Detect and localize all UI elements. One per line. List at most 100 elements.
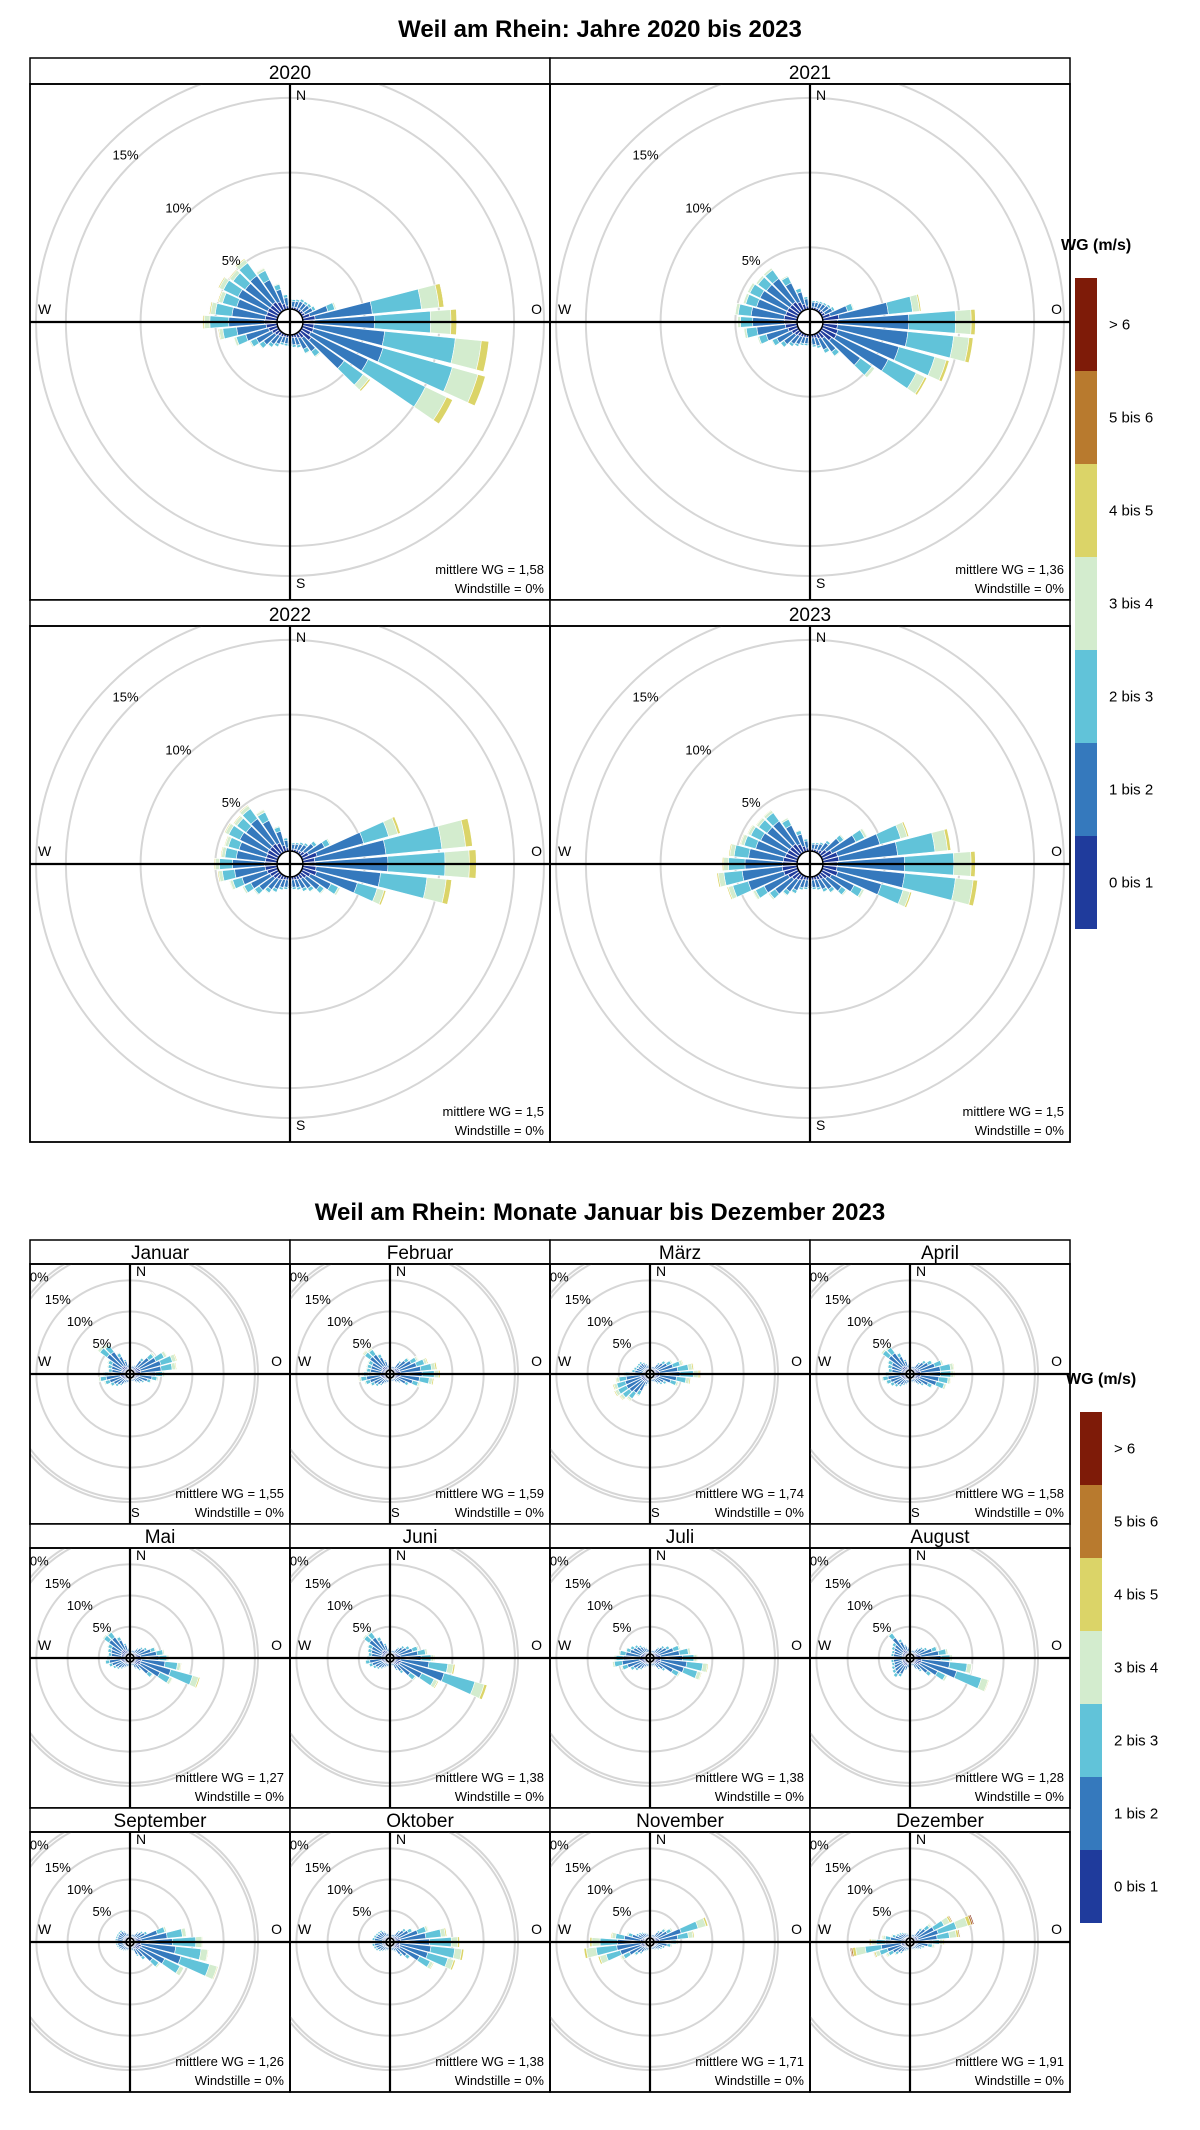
direction-sector	[131, 1944, 140, 1958]
sector-segment	[638, 1668, 642, 1671]
direction-sector	[232, 814, 282, 857]
direction-label-north: N	[296, 87, 306, 103]
direction-label-west: W	[298, 1637, 312, 1653]
direction-sector	[393, 1644, 420, 1658]
sector-segment	[943, 828, 952, 851]
sector-segment	[919, 1669, 923, 1673]
sector-segment	[435, 1361, 438, 1370]
ring-label: 15%	[113, 148, 139, 163]
sector-segment	[728, 843, 733, 857]
direction-sector	[393, 1942, 465, 1961]
sector-segment	[163, 1350, 168, 1357]
calm-share-label: Windstille = 0%	[715, 2073, 805, 2088]
direction-sector	[898, 1376, 909, 1388]
sector-segment	[644, 1362, 648, 1364]
direction-sector	[392, 1943, 435, 1970]
direction-sector	[821, 325, 950, 383]
sector-segment	[917, 1383, 921, 1386]
direction-sector	[653, 1658, 709, 1673]
direction-sector	[131, 1376, 139, 1384]
sector-segment	[303, 889, 309, 893]
sector-segment	[369, 1383, 372, 1388]
direction-sector	[252, 871, 282, 896]
ring-label: 15%	[825, 1292, 851, 1307]
sector-segment	[661, 1947, 664, 1951]
direction-sector	[913, 1914, 975, 1942]
direction-sector	[790, 874, 805, 895]
sector-segment	[101, 1633, 107, 1639]
direction-sector	[611, 1374, 647, 1391]
direction-label-north: N	[916, 1547, 926, 1563]
direction-sector	[820, 327, 928, 396]
direction-sector	[290, 298, 297, 310]
mean-wind-speed-label: mittlere WG = 1,26	[175, 2054, 284, 2069]
direction-sector	[734, 302, 798, 322]
calm-share-label: Windstille = 0%	[975, 1505, 1065, 1520]
sector-segment	[739, 833, 745, 846]
sector-segment	[884, 1344, 891, 1350]
direction-sector	[131, 1356, 145, 1372]
sector-segment	[629, 1667, 632, 1672]
legend-swatch	[1075, 650, 1097, 743]
direction-sector	[913, 1928, 961, 1942]
direction-sector	[361, 1349, 388, 1373]
sector-segment	[232, 337, 237, 347]
sector-segment	[125, 1931, 128, 1934]
direction-sector	[890, 1658, 907, 1667]
direction-sector	[849, 1942, 907, 1958]
direction-label-north: N	[396, 1263, 406, 1279]
sector-segment	[106, 1642, 110, 1648]
direction-label-west: W	[818, 1921, 832, 1937]
sector-segment	[834, 351, 841, 358]
sector-segment	[374, 1384, 377, 1389]
panel-title: August	[910, 1527, 970, 1548]
direction-label-west: W	[818, 1353, 832, 1369]
direction-sector	[115, 1659, 128, 1671]
panel-title: Oktober	[386, 1811, 454, 1832]
sector-segment	[851, 302, 855, 311]
ring-label: 10%	[685, 200, 711, 215]
direction-sector	[106, 1630, 129, 1656]
sector-segment	[241, 886, 247, 895]
direction-sector	[803, 837, 810, 852]
sector-segment	[376, 1352, 381, 1355]
direction-sector	[301, 325, 486, 407]
sector-segment	[890, 1662, 893, 1667]
sector-segment	[123, 1642, 127, 1645]
sector-segment	[918, 1948, 921, 1952]
sector-segment	[705, 1663, 709, 1673]
sector-segment	[930, 1358, 934, 1364]
sector-segment	[921, 1947, 924, 1951]
legend-swatch	[1080, 1777, 1102, 1850]
direction-sector	[366, 1630, 389, 1656]
direction-sector	[392, 1355, 420, 1373]
sector-segment	[164, 1925, 168, 1933]
sector-segment	[305, 841, 310, 846]
sector-segment	[903, 1643, 907, 1646]
ring-label: 10%	[165, 742, 191, 757]
ring-label: 10%	[327, 1882, 353, 1897]
direction-sector	[821, 821, 910, 861]
sector-segment	[168, 1677, 174, 1686]
direction-sector	[208, 301, 278, 322]
sector-segment	[823, 301, 828, 306]
sector-segment	[620, 1665, 623, 1672]
calm-share-label: Windstille = 0%	[975, 581, 1065, 596]
direction-sector	[913, 1942, 927, 1950]
sector-segment	[859, 889, 866, 899]
sector-segment	[913, 1949, 916, 1952]
sector-segment	[716, 872, 721, 888]
ring-label: 10%	[685, 742, 711, 757]
direction-sector	[371, 1659, 388, 1670]
direction-label-west: W	[558, 1353, 572, 1369]
sector-segment	[924, 1359, 928, 1363]
direction-sector	[822, 293, 922, 322]
sector-segment	[255, 808, 265, 815]
ring-label: 20%	[803, 1838, 829, 1853]
sector-segment	[115, 1932, 119, 1936]
direction-label-north: N	[916, 1263, 926, 1279]
sector-segment	[404, 1927, 408, 1931]
